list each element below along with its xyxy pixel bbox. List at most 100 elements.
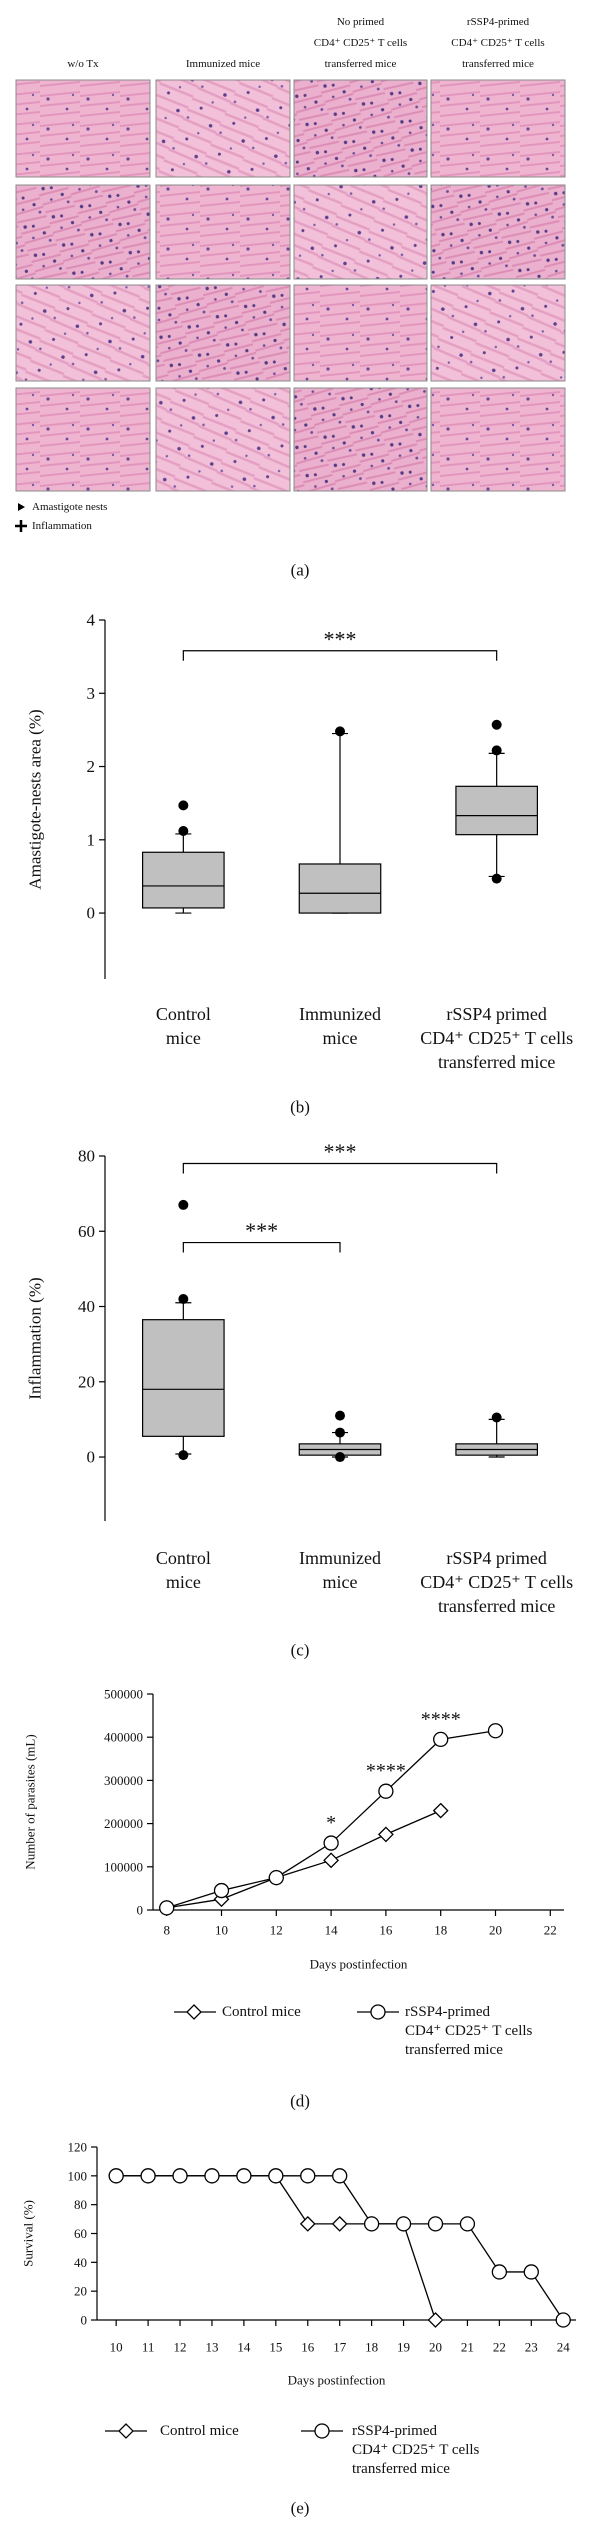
column-header: w/o Tx [67, 58, 99, 70]
legend-label: rSSP4-primed [405, 2004, 491, 2020]
histology-image [293, 387, 428, 492]
y-tick-label: 80 [78, 1147, 95, 1166]
histology-image [430, 79, 566, 178]
x-tick-label: Control [156, 1548, 211, 1568]
data-point [204, 2168, 220, 2184]
data-point [432, 1802, 449, 1819]
whisker-high [175, 833, 192, 853]
x-tick-label: 11 [142, 2340, 155, 2355]
box [142, 1319, 225, 1437]
legend-label: transferred mice [352, 2461, 450, 2477]
y-tick-label: 0 [87, 904, 96, 923]
y-tick-label: 500000 [104, 1687, 143, 1702]
y-tick-label: 60 [78, 1222, 95, 1241]
legend-marker [370, 2004, 386, 2020]
outlier [178, 800, 189, 811]
x-tick-label: 20 [489, 1923, 502, 1938]
x-tick-label: 20 [429, 2340, 442, 2355]
x-tick-label: 19 [397, 2340, 410, 2355]
series-line [116, 2175, 564, 2321]
x-tick-label: mice [323, 1028, 358, 1048]
x-tick-label: 16 [379, 1923, 393, 1938]
data-point [363, 2216, 380, 2232]
y-tick-label: 100 [68, 2168, 88, 2183]
panel-label: (a) [291, 561, 310, 580]
x-tick-label: 22 [544, 1923, 557, 1938]
histology-image [155, 79, 291, 178]
box [298, 863, 382, 914]
significance-label: **** [421, 1708, 461, 1730]
x-tick-label: 13 [205, 2340, 218, 2355]
panel-label: (b) [290, 1098, 310, 1117]
data-point [487, 1723, 504, 1739]
whisker-high [488, 1418, 505, 1444]
y-tick-label: 0 [137, 1903, 144, 1918]
data-point [159, 1900, 175, 1916]
data-point [300, 2168, 316, 2184]
data-point [268, 1869, 284, 1886]
x-tick-label: 17 [333, 2340, 347, 2355]
data-point [332, 2168, 348, 2184]
significance-label: *** [245, 1218, 278, 1243]
legend-label: Control mice [160, 2423, 239, 2439]
y-tick-label: 40 [78, 1297, 95, 1316]
legend-cross [15, 520, 27, 532]
x-tick-label: 10 [110, 2340, 123, 2355]
histology-image [15, 387, 151, 492]
data-point [433, 1731, 449, 1748]
x-tick-label: 14 [237, 2340, 251, 2355]
significance-label: *** [324, 626, 357, 651]
data-point [523, 2264, 539, 2280]
outlier [335, 1452, 345, 1463]
whisker-high [332, 732, 348, 864]
histology-image [15, 79, 151, 178]
data-point [323, 1852, 340, 1869]
significance-bracket [182, 650, 498, 661]
column-header: No primed [337, 16, 385, 28]
x-tick-label: 21 [461, 2340, 474, 2355]
significance-label: * [326, 1812, 336, 1834]
y-tick-label: 3 [87, 684, 96, 703]
data-point [108, 2168, 124, 2184]
legend-arrowhead [18, 503, 25, 511]
x-tick-label: transferred mice [438, 1052, 555, 1072]
x-tick-label: transferred mice [438, 1596, 555, 1616]
x-tick-label: 12 [270, 1923, 283, 1938]
x-tick-label: 24 [557, 2340, 571, 2355]
outlier [491, 719, 502, 730]
outlier [335, 726, 345, 737]
x-tick-label: rSSP4 primed [446, 1548, 547, 1568]
legend-marker [186, 2004, 202, 2020]
x-tick-label: Immunized [299, 1004, 381, 1024]
outlier [335, 1427, 345, 1438]
x-tick-label: 12 [174, 2340, 187, 2355]
legend-label: rSSP4-primed [352, 2423, 438, 2439]
histology-image [293, 184, 428, 280]
x-tick-label: Control [156, 1004, 211, 1024]
whisker-high [488, 752, 505, 787]
histology-image [430, 184, 566, 280]
significance-label: *** [324, 1139, 357, 1164]
x-tick-label: 18 [365, 2340, 378, 2355]
y-axis-label: Survival (%) [21, 2200, 36, 2267]
y-tick-label: 200000 [104, 1816, 143, 1831]
outlier [178, 1450, 189, 1461]
y-tick-label: 0 [81, 2313, 88, 2328]
legend-marker [118, 2423, 134, 2439]
data-point [378, 1783, 394, 1799]
box [142, 851, 225, 909]
outlier [335, 1410, 345, 1421]
box [455, 785, 538, 836]
y-tick-label: 300000 [104, 1773, 143, 1788]
histology-image [430, 284, 566, 382]
legend-label: Control mice [222, 2004, 301, 2020]
legend-label: Amastigote nests [32, 501, 107, 513]
y-tick-label: 100000 [104, 1859, 143, 1874]
x-tick-label: 18 [434, 1923, 447, 1938]
y-tick-label: 40 [74, 2255, 87, 2270]
column-header: rSSP4-primed [467, 16, 530, 28]
x-tick-label: Immunized [299, 1548, 381, 1568]
whisker-low [488, 834, 505, 878]
data-point [427, 2216, 444, 2232]
